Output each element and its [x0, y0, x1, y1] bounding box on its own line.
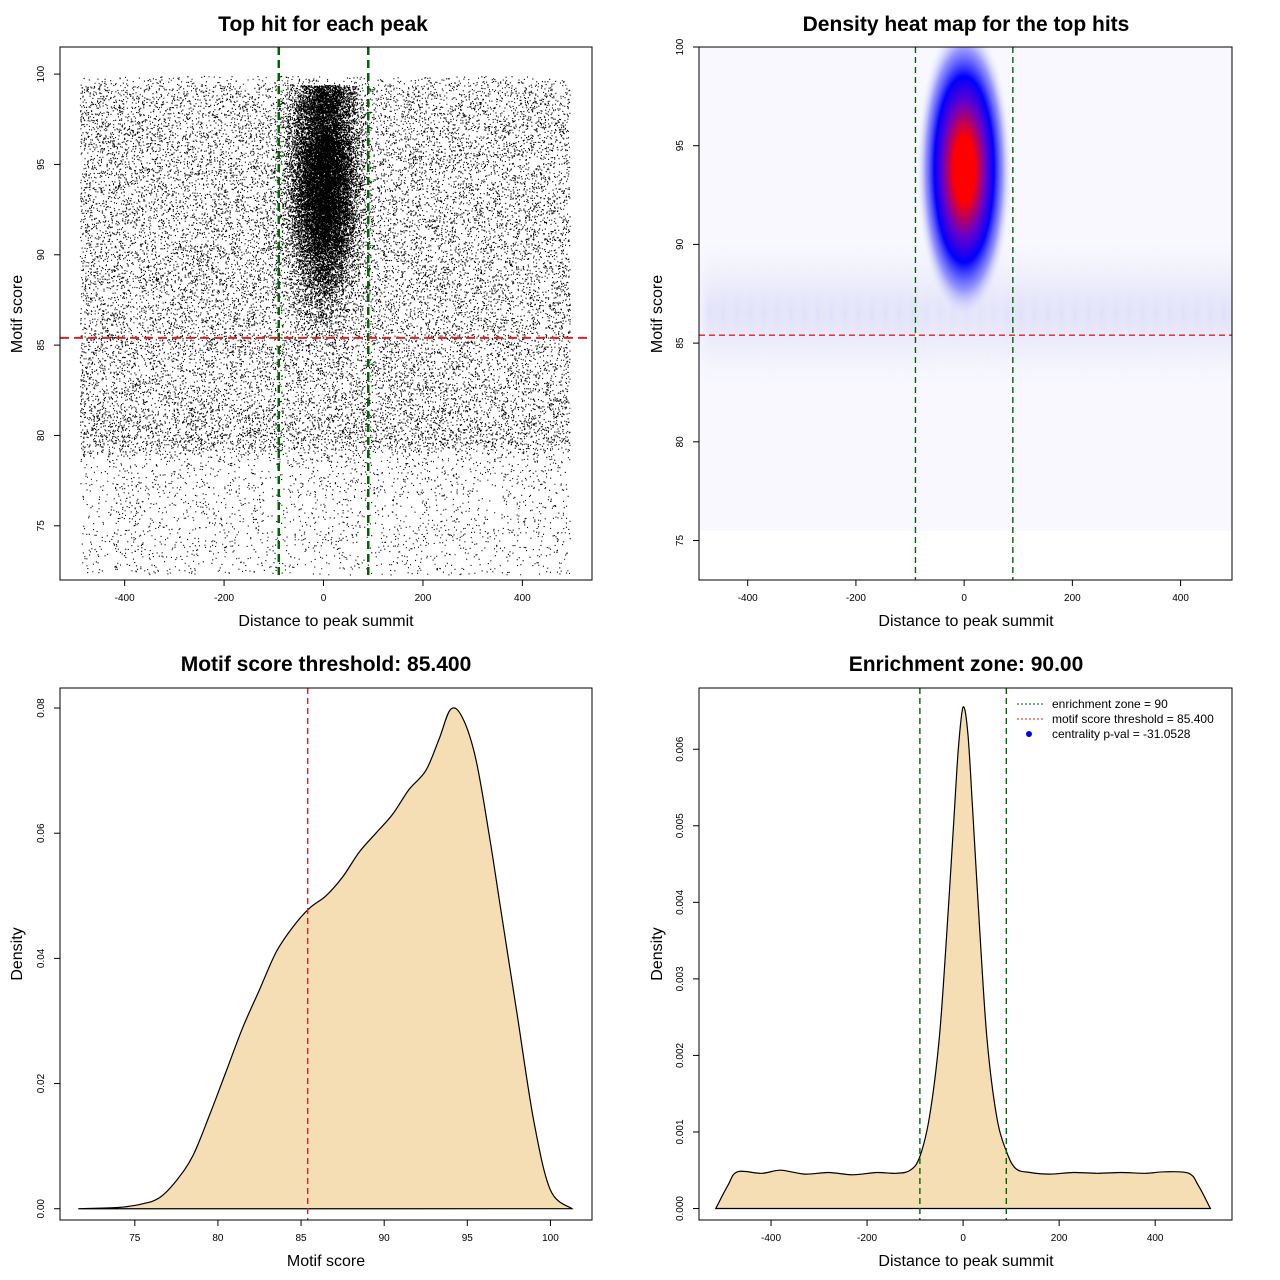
scatter-x-label: Distance to peak summit [238, 613, 414, 630]
enrichment-density-curve [714, 706, 1212, 1210]
score-density-y-tick-label: 0.08 [36, 698, 47, 718]
heatmap-y-tick-label: 95 [675, 140, 686, 152]
legend-blue-dot [1026, 731, 1032, 737]
enrichment-y-tick-label: 0.004 [675, 889, 686, 914]
heatmap-x-tick-label: -200 [846, 593, 866, 604]
enrichment-y-tick-label: 0.005 [675, 813, 686, 838]
enrichment-y-axis: 0.000 0.001 0.002 0.003 0.004 0.005 0.006 [675, 736, 699, 1221]
enrichment-y-tick-label: 0.003 [675, 966, 686, 991]
score-density-x-tick-label: 90 [379, 1233, 391, 1244]
scatter-title: Top hit for each peak [218, 13, 428, 36]
heatmap-x-label: Distance to peak summit [878, 613, 1054, 630]
heatmap-density [699, 47, 1232, 531]
scatter-point-cloud [79, 75, 571, 576]
heatmap-x-tick-label: 0 [961, 593, 967, 604]
legend-entry-enrichment-zone: enrichment zone = 90 [1017, 697, 1168, 711]
heatmap-reference-lines [699, 47, 1232, 580]
score-density-plot-frame [59, 687, 593, 1221]
scatter-points [79, 75, 571, 576]
scatter-x-tick-label: -200 [214, 593, 234, 604]
enrichment-density-panel: Enrichment zone: 90.00 -400 -200 0 200 400 0… [649, 653, 1233, 1270]
score-density-x-tick-label: 80 [212, 1233, 224, 1244]
scatter-reference-lines [60, 47, 592, 580]
scatter-y-tick-label: 95 [36, 158, 47, 170]
scatter-x-tick-label: -400 [115, 593, 135, 604]
enrichment-x-label: Distance to peak summit [878, 1253, 1054, 1270]
heatmap-y-label: Motif score [649, 275, 666, 353]
heatmap-plot-frame [698, 46, 1233, 581]
enrichment-x-tick-label: 200 [1051, 1233, 1068, 1244]
heatmap-hotspot [916, 47, 1013, 320]
heatmap-x-tick-label: 200 [1064, 593, 1081, 604]
heatmap-y-tick-label: 100 [675, 38, 686, 55]
legend-entry-motif-threshold: motif score threshold = 85.400 [1017, 712, 1214, 726]
enrichment-y-label: Density [649, 927, 666, 980]
score-density-x-tick-label: 100 [542, 1233, 559, 1244]
scatter-x-axis: -400 -200 0 200 400 [115, 580, 531, 604]
enrichment-x-tick-label: -400 [761, 1233, 781, 1244]
scatter-y-label: Motif score [9, 275, 26, 353]
score-density-y-tick-label: 0.06 [36, 823, 47, 843]
scatter-y-tick-label: 85 [36, 339, 47, 351]
enrichment-y-tick-label: 0.002 [675, 1042, 686, 1067]
enrichment-y-tick-label: 0.006 [675, 736, 686, 761]
score-density-y-tick-label: 0.04 [36, 948, 47, 968]
scatter-y-axis: 75 80 85 90 95 100 [36, 65, 60, 531]
heatmap-x-axis: -400 -200 0 200 400 [738, 580, 1189, 604]
scatter-plot-frame [59, 46, 593, 581]
enrichment-density-line [714, 706, 1212, 1210]
scatter-x-tick-label: 200 [415, 593, 432, 604]
heatmap-y-axis: 75 80 85 90 95 100 [675, 38, 699, 546]
score-density-line [78, 707, 574, 1210]
score-density-x-tick-label: 75 [129, 1233, 141, 1244]
heatmap-title: Density heat map for the top hits [803, 13, 1130, 36]
score-density-title: Motif score threshold: 85.400 [181, 653, 472, 676]
score-density-y-axis: 0.00 0.02 0.04 0.06 0.08 [36, 698, 60, 1219]
enrichment-x-axis: -400 -200 0 200 400 [761, 1220, 1164, 1244]
score-density-x-tick-label: 85 [296, 1233, 308, 1244]
enrichment-y-tick-label: 0.000 [675, 1196, 686, 1221]
legend-label-enrichment-zone: enrichment zone = 90 [1052, 697, 1168, 711]
enrichment-x-tick-label: -200 [857, 1233, 877, 1244]
heatmap-x-tick-label: 400 [1172, 593, 1189, 604]
scatter-y-tick-label: 80 [36, 429, 47, 441]
enrichment-title: Enrichment zone: 90.00 [849, 653, 1084, 676]
heatmap-x-tick-label: -400 [738, 593, 758, 604]
legend-label-motif-threshold: motif score threshold = 85.400 [1052, 712, 1214, 726]
score-density-y-tick-label: 0.00 [36, 1199, 47, 1219]
score-density-area [78, 707, 572, 1209]
score-density-x-label: Motif score [287, 1253, 365, 1270]
heatmap-y-tick-label: 90 [675, 238, 686, 250]
heatmap-background-blob [1215, 226, 1232, 401]
score-density-curve [78, 707, 574, 1210]
heatmap-panel: Density heat map for the top hits -400 -2… [649, 13, 1233, 630]
scatter-x-tick-label: 400 [514, 593, 531, 604]
legend-label-centrality: centrality p-val = -31.0528 [1052, 727, 1191, 741]
score-density-x-axis: 75 80 85 90 95 100 [129, 1220, 559, 1244]
heatmap-y-tick-label: 80 [675, 436, 686, 448]
legend: enrichment zone = 90 motif score thresho… [1017, 697, 1214, 741]
heatmap-y-tick-label: 75 [675, 535, 686, 547]
enrichment-x-tick-label: 0 [960, 1233, 966, 1244]
enrichment-x-tick-label: 400 [1147, 1233, 1164, 1244]
enrichment-y-tick-label: 0.001 [675, 1119, 686, 1144]
scatter-y-tick-label: 90 [36, 249, 47, 261]
scatter-panel: Top hit for each peak -400 -200 0 200 400 75… [9, 13, 593, 630]
enrichment-plot-frame [698, 687, 1233, 1221]
scatter-x-tick-label: 0 [321, 593, 327, 604]
score-density-panel: Motif score threshold: 85.400 75 80 85 90 95… [9, 653, 593, 1270]
score-density-y-label: Density [9, 927, 26, 980]
scatter-y-tick-label: 75 [36, 520, 47, 532]
enrichment-density-area [715, 706, 1211, 1209]
enrichment-zone-lines [919, 688, 1008, 1220]
score-density-x-tick-label: 95 [462, 1233, 474, 1244]
score-density-y-tick-label: 0.02 [36, 1073, 47, 1093]
scatter-y-tick-label: 100 [36, 65, 47, 82]
legend-entry-centrality: centrality p-val = -31.0528 [1026, 727, 1191, 741]
heatmap-y-tick-label: 85 [675, 337, 686, 349]
